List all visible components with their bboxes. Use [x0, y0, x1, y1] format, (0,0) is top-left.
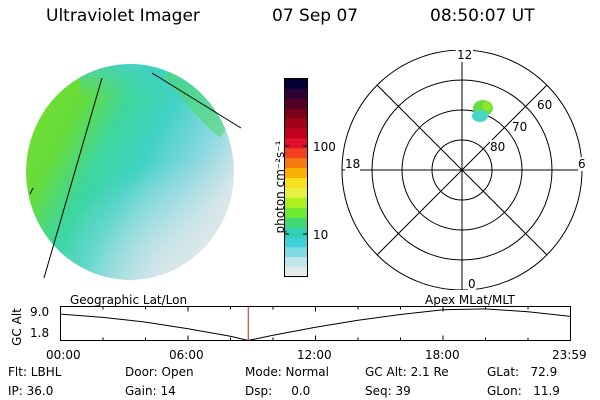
polar-lat-70: 70	[512, 120, 528, 134]
polar-plot	[341, 50, 583, 290]
polar-label-0: 0	[468, 277, 476, 291]
polar-lat-80: 80	[490, 140, 506, 154]
xtick-1800: 18:00	[425, 348, 460, 362]
colorbar-tick-10: 10	[313, 228, 329, 242]
colorbar-tick-100: 100	[313, 140, 336, 154]
timeline-ytick-max: 9.0	[30, 305, 50, 319]
xtick-2359: 23:59	[552, 348, 587, 362]
gc-alt-series-line	[60, 308, 571, 342]
info-seq: Seq: 39	[365, 384, 411, 398]
colorbar-cell	[285, 247, 308, 258]
info-glat: GLat: 72.9	[487, 365, 558, 379]
date-label: 07 Sep 07	[272, 6, 359, 26]
colorbar-cell	[285, 227, 308, 238]
timeline-left-title: Geographic Lat/Lon	[70, 293, 188, 307]
info-gc-alt: GC Alt: 2.1 Re	[365, 365, 449, 379]
info-gain: Gain: 14	[125, 384, 176, 398]
xtick-0600: 06:00	[169, 348, 204, 362]
colorbar-cell	[285, 98, 308, 110]
info-glon: GLon: 11.9	[487, 384, 560, 398]
colorbar-cell	[285, 257, 308, 268]
colorbar	[284, 78, 308, 278]
info-filter: Flt: LBHL	[8, 365, 62, 379]
colorbar-cell	[285, 79, 308, 90]
xtick-0000: 00:00	[46, 348, 81, 362]
colorbar-cell	[285, 88, 308, 100]
polar-label-12: 12	[456, 48, 474, 62]
latitude-line	[151, 72, 242, 129]
colorbar-cell	[285, 138, 308, 149]
colorbar-cell	[285, 207, 308, 219]
chart-frame	[60, 306, 571, 341]
earth-disk-image	[26, 64, 242, 280]
info-dsp: Dsp: 0.0	[245, 384, 311, 398]
colorbar-cell	[285, 178, 308, 189]
colorbar-cell	[285, 168, 308, 179]
timeline-ytick-min: 1.8	[30, 326, 50, 340]
polar-label-18: 18	[345, 157, 361, 171]
colorbar-cell	[285, 237, 308, 248]
timeline-right-title: Apex MLat/MLT	[425, 293, 515, 307]
instrument-title: Ultraviolet Imager	[46, 6, 200, 26]
colorbar-cell	[285, 118, 308, 130]
colorbar-cell	[285, 128, 308, 139]
gc-alt-chart	[60, 306, 571, 342]
info-door: Door: Open	[125, 365, 194, 379]
polar-label-6: 6	[578, 157, 586, 171]
xtick-1200: 12:00	[297, 348, 332, 362]
time-label: 08:50:07 UT	[430, 6, 535, 26]
colorbar-cell	[285, 187, 308, 199]
info-ip: IP: 36.0	[8, 384, 54, 398]
colorbar-cell	[285, 197, 308, 209]
meridian-line	[43, 77, 103, 279]
colorbar-cell	[285, 158, 308, 169]
colorbar-cell	[285, 148, 308, 159]
timeline-ylabel: GC Alt	[10, 308, 24, 346]
polar-lat-60: 60	[537, 98, 553, 112]
colorbar-label: photon cm⁻²s⁻¹	[273, 140, 287, 234]
colorbar-cell	[285, 108, 308, 120]
info-mode: Mode: Normal	[245, 365, 329, 379]
colorbar-cell	[285, 267, 308, 278]
colorbar-cell	[285, 217, 308, 229]
